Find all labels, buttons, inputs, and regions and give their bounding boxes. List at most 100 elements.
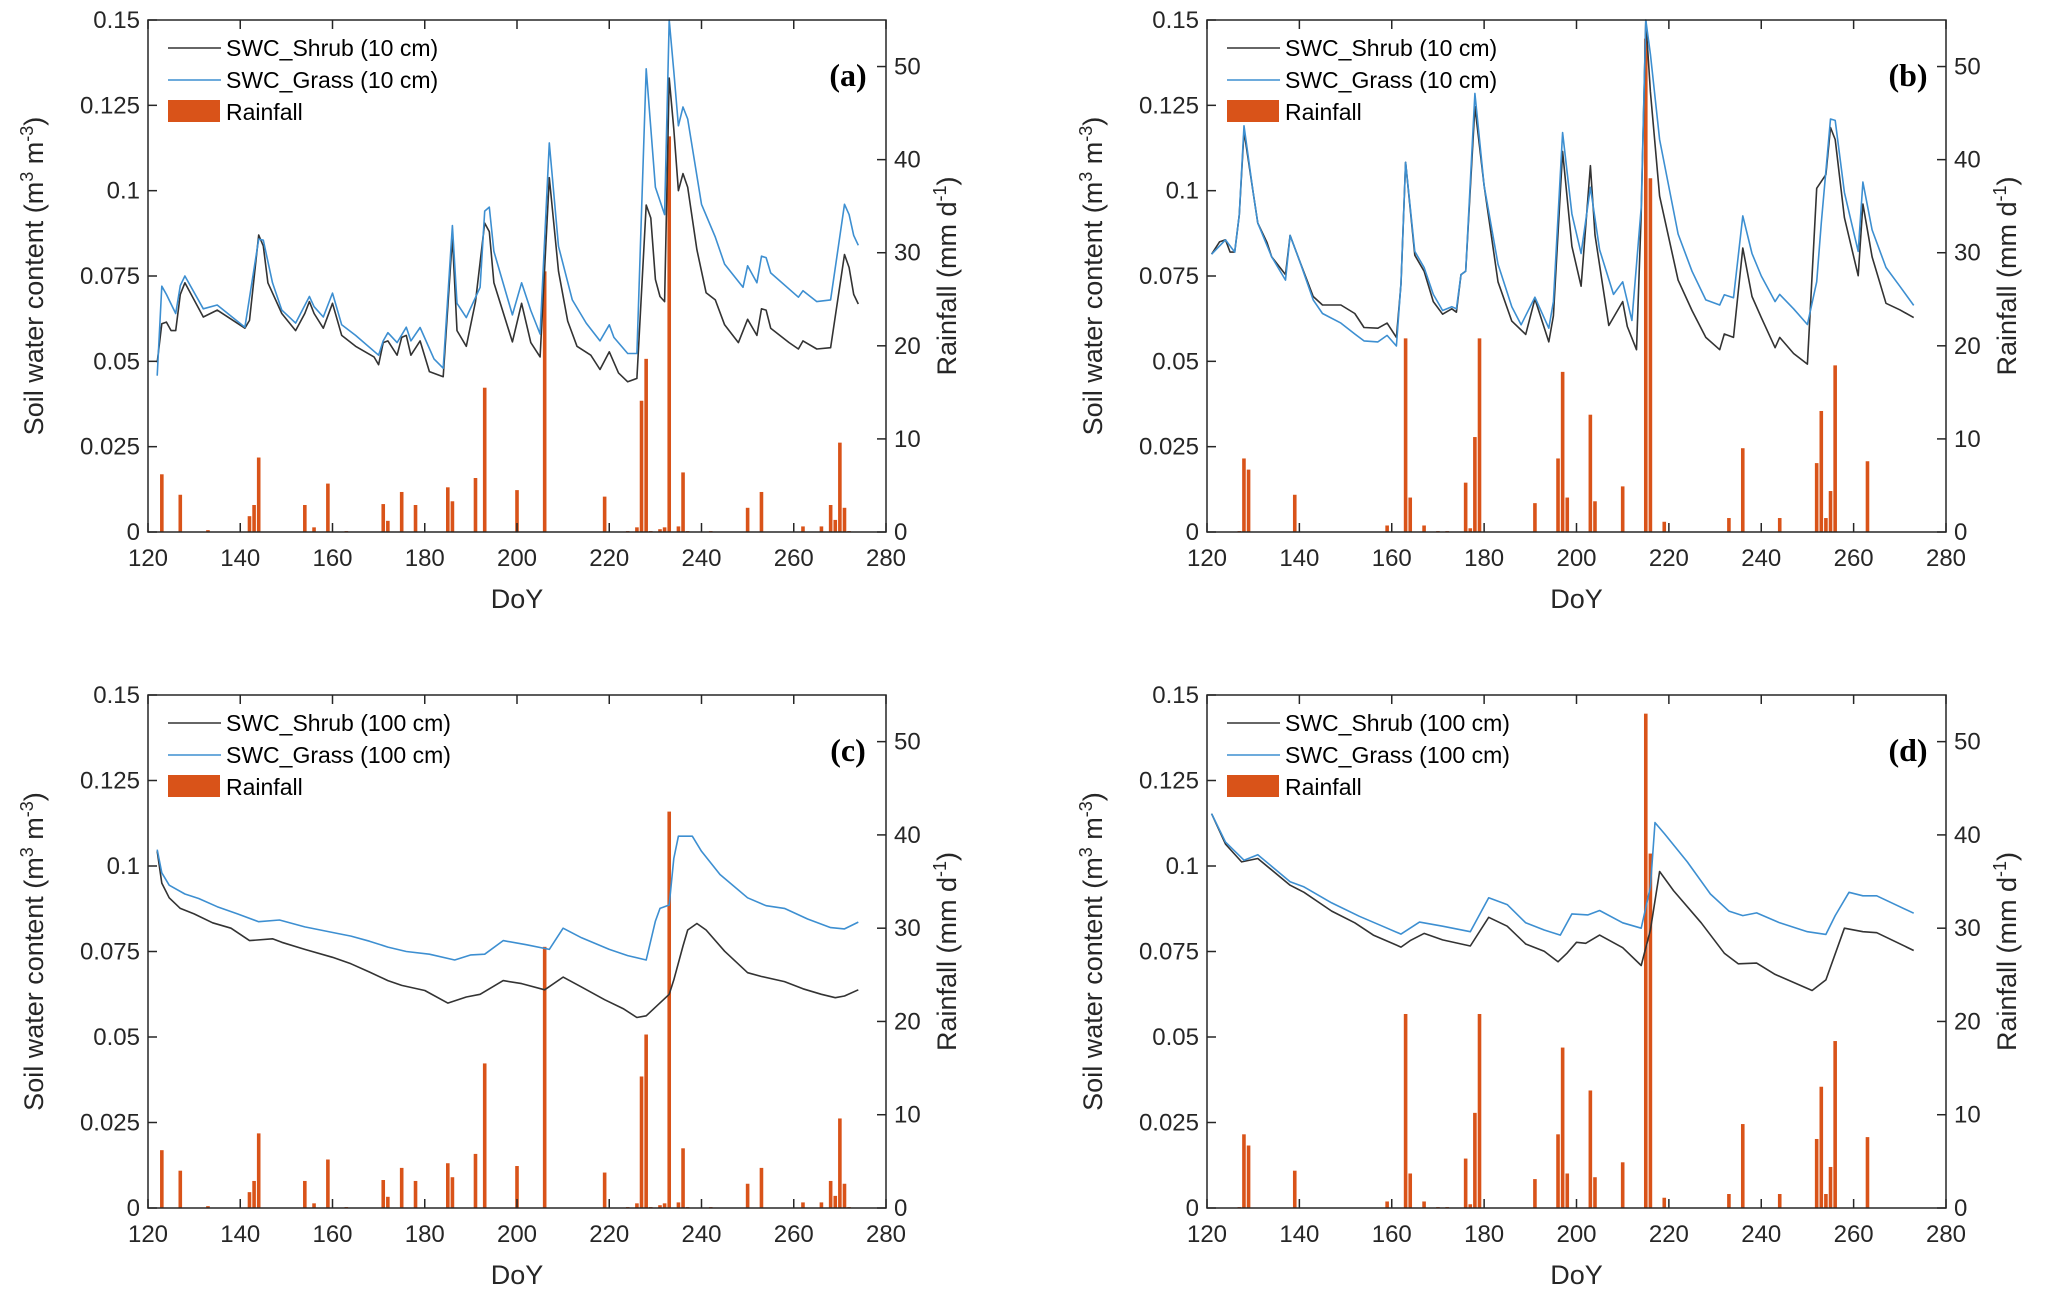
rainfall-bar — [681, 1148, 685, 1208]
rainfall-bar — [838, 1118, 842, 1208]
rainfall-bar — [1727, 1194, 1731, 1208]
rainfall-bar — [399, 1167, 404, 1208]
rainfall-bar — [303, 505, 307, 532]
rainfall-bar — [160, 1150, 164, 1208]
grass-swc-line — [156, 835, 859, 961]
y2-tick-label: 40 — [894, 822, 921, 849]
rainfall-bar — [676, 1202, 681, 1208]
rainfall-bar — [759, 491, 764, 532]
rainfall-bar — [1560, 371, 1565, 532]
axes-box — [147, 694, 887, 1209]
rainfall-bar — [1662, 521, 1667, 532]
rainfall-bar — [1565, 497, 1570, 532]
rainfall-bar — [386, 1196, 390, 1208]
y-tick-label: 0 — [1186, 519, 1199, 546]
panel-label: (a) — [829, 57, 866, 93]
x-tick-label: 220 — [1649, 1221, 1689, 1248]
rainfall-bar — [1242, 458, 1246, 532]
rainfall-bar — [838, 442, 842, 532]
y2-tick-label: 20 — [1954, 333, 1981, 360]
rainfall-bar — [635, 527, 639, 532]
rainfall-bar — [1533, 503, 1537, 532]
rainfall-bar — [1814, 1138, 1819, 1208]
y-tick-label: 0.025 — [1139, 1110, 1199, 1137]
legend-rainfall-swatch — [168, 775, 220, 797]
legend-label: SWC_Grass (10 cm) — [1285, 67, 1497, 93]
rainfall-bar — [819, 1202, 824, 1208]
y-tick-label: 0.125 — [80, 92, 140, 119]
rainfall-bar — [542, 946, 547, 1208]
y2-tick-label: 50 — [894, 729, 921, 756]
legend-label: SWC_Grass (100 cm) — [226, 742, 451, 768]
rainfall-bar — [1473, 1112, 1477, 1208]
rainfall-bar — [1403, 1013, 1408, 1208]
rainfall-bar — [1643, 713, 1648, 1208]
rainfall-bar — [1556, 1134, 1560, 1208]
y-tick-label: 0.075 — [1139, 263, 1199, 290]
y-tick-label: 0.125 — [1139, 92, 1199, 119]
legend-label: SWC_Shrub (100 cm) — [1285, 710, 1510, 736]
rainfall-bar — [1242, 1134, 1246, 1208]
y-tick-label: 0.075 — [80, 939, 140, 966]
rainfall-bar — [1833, 1041, 1837, 1208]
y-tick-label: 0.05 — [1152, 1024, 1199, 1051]
rainfall-bar — [1814, 463, 1819, 532]
rainfall-bar — [828, 505, 833, 532]
y-tick-label: 0.05 — [93, 348, 140, 375]
legend: SWC_Shrub (100 cm) SWC_Grass (100 cm) Rain… — [1227, 710, 1510, 800]
rainfall-bar — [1246, 469, 1251, 532]
legend-label: SWC_Grass (10 cm) — [226, 67, 438, 93]
x-tick-label: 240 — [681, 545, 721, 572]
rainfall-bar — [1819, 410, 1824, 532]
x-tick-label: 260 — [774, 545, 814, 572]
x-tick-label: 240 — [681, 1221, 721, 1248]
y-tick-label: 0.15 — [93, 682, 140, 709]
rainfall-bar — [446, 487, 450, 532]
legend-label: SWC_Shrub (10 cm) — [1285, 35, 1497, 61]
x-tick-label: 180 — [405, 1221, 445, 1248]
rainfall-bar — [515, 490, 519, 532]
rainfall-bar — [1246, 1145, 1251, 1208]
rainfall-bar — [1833, 365, 1837, 532]
y-tick-label: 0 — [127, 519, 140, 546]
rainfall-bar — [482, 1063, 487, 1208]
y-tick-label: 0.15 — [1152, 7, 1199, 34]
rainfall-bar — [1648, 853, 1653, 1208]
x-axis-label: DoY — [1550, 584, 1603, 614]
x-tick-label: 140 — [1279, 1221, 1319, 1248]
y2-axis-label: Rainfall (mm d-1) — [930, 852, 962, 1051]
rainfall-bar — [473, 478, 478, 532]
rainfall-bar — [801, 526, 805, 532]
panel-d: 120 140 160 180 200 220 240 260 28000.0250.050.0… — [1076, 682, 2022, 1290]
rainfall-bar — [450, 1177, 455, 1208]
rainfall-bar — [206, 1206, 210, 1208]
rainfall-bar — [662, 527, 667, 532]
rainfall-bar — [819, 526, 824, 532]
rainfall-bar — [1556, 458, 1560, 532]
x-tick-label: 140 — [220, 1221, 260, 1248]
x-tick-label: 200 — [1556, 1221, 1596, 1248]
rainfall-bar — [312, 1203, 316, 1208]
rainfall-bar — [1408, 497, 1413, 532]
rainfall-bar — [1422, 1201, 1426, 1208]
x-tick-label: 160 — [312, 545, 352, 572]
rainfall-bar — [446, 1163, 450, 1208]
rainfall-bar — [450, 501, 455, 532]
rainfall-bar — [842, 1183, 847, 1208]
legend-rainfall-swatch — [1227, 100, 1279, 122]
y-tick-label: 0.1 — [107, 178, 140, 205]
y-tick-label: 0.05 — [1152, 348, 1199, 375]
x-tick-label: 160 — [312, 1221, 352, 1248]
y2-tick-label: 30 — [894, 240, 921, 267]
shrub-swc-line — [156, 851, 859, 1019]
y-axis-label: Soil water content (m3 m-3) — [17, 792, 49, 1111]
rainfall-bar — [745, 1183, 750, 1208]
rainfall-bar — [247, 1192, 252, 1208]
rainfall-bar — [381, 1180, 386, 1208]
y2-tick-label: 0 — [894, 519, 907, 546]
x-tick-label: 240 — [1741, 1221, 1781, 1248]
y-tick-label: 0 — [1186, 1195, 1199, 1222]
x-tick-label: 220 — [589, 1221, 629, 1248]
rainfall-bar — [1477, 338, 1482, 532]
rainfall-bar — [206, 530, 210, 532]
